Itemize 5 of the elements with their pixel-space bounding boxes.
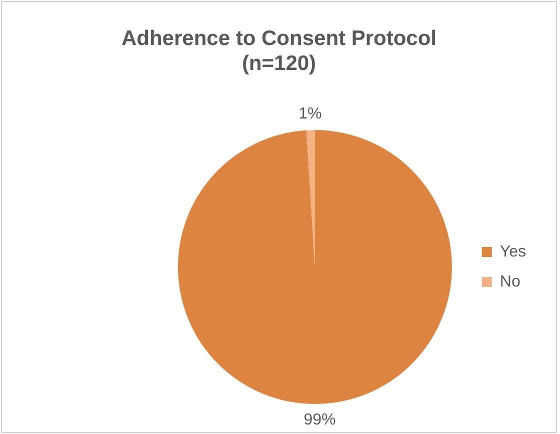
data-label: 99% — [304, 411, 336, 428]
data-label: 1% — [298, 105, 322, 122]
legend-label: Yes — [500, 243, 526, 260]
chart-title: Adherence to Consent Protocol (n=120) — [120, 26, 438, 76]
legend-label: No — [500, 273, 520, 290]
